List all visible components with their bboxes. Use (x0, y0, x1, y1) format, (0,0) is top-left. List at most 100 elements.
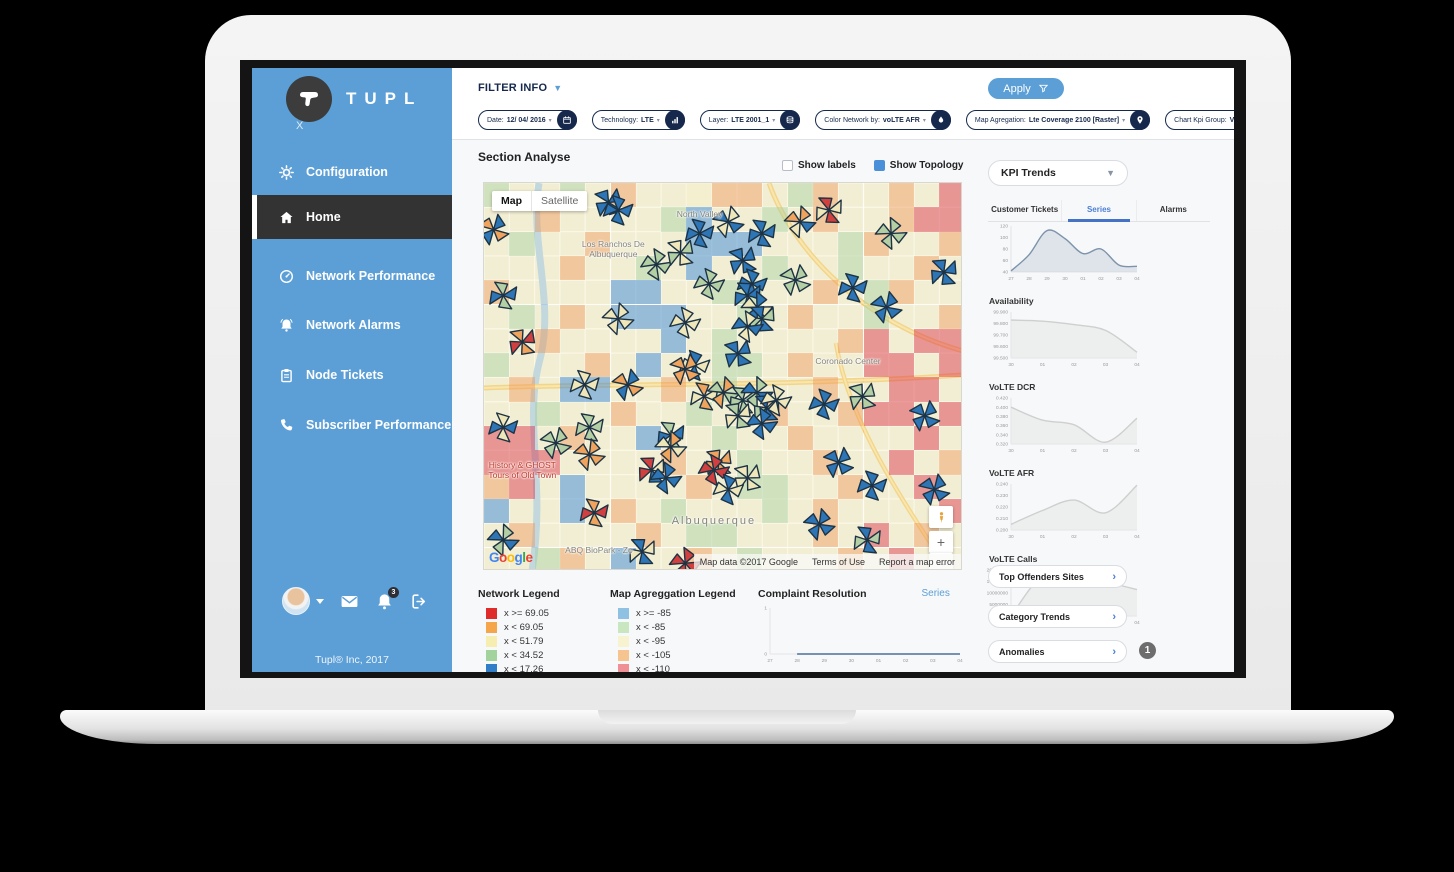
site-marker[interactable] (484, 521, 522, 559)
tab-series[interactable]: Series (1061, 200, 1135, 222)
sidebar-item-home[interactable]: Home (252, 195, 452, 239)
site-marker[interactable] (717, 333, 759, 375)
site-marker[interactable] (652, 428, 690, 466)
heatmap-cell (610, 498, 636, 524)
site-marker[interactable] (744, 406, 780, 442)
site-marker[interactable] (914, 469, 955, 510)
site-marker[interactable] (841, 375, 883, 417)
sidebar-collapse-x[interactable]: X (296, 120, 304, 132)
sign-out-icon[interactable] (410, 592, 429, 611)
sidebar-item-node-tickets[interactable]: Node Tickets (252, 361, 452, 389)
heatmap-cell (888, 377, 915, 402)
site-marker[interactable] (602, 194, 634, 226)
site-marker[interactable] (817, 441, 859, 483)
heatmap-cell (585, 255, 611, 281)
site-marker[interactable] (639, 247, 674, 282)
user-menu[interactable] (282, 587, 324, 615)
sidebar-item-configuration[interactable]: Configuration (252, 158, 452, 186)
site-marker[interactable] (648, 460, 684, 496)
svg-text:0.400: 0.400 (996, 405, 1008, 411)
complaint-series-link[interactable]: Series (921, 588, 950, 599)
site-marker[interactable] (924, 252, 962, 292)
drop-icon (930, 110, 951, 130)
accordion-anomalies[interactable]: Anomalies › (988, 640, 1127, 663)
site-marker[interactable] (669, 306, 702, 339)
site-marker[interactable] (760, 384, 793, 417)
site-marker[interactable] (660, 232, 701, 273)
site-marker[interactable] (535, 422, 576, 463)
sidebar-item-subscriber-performance[interactable]: Subscriber Performance (252, 411, 452, 439)
sidebar-item-network-performance[interactable]: Network Performance (252, 262, 452, 290)
heatmap-cell (559, 255, 586, 281)
site-marker[interactable] (487, 411, 520, 444)
mail-icon[interactable] (340, 592, 359, 611)
site-marker[interactable] (743, 215, 780, 252)
site-marker[interactable] (598, 299, 637, 338)
site-marker[interactable] (712, 473, 745, 506)
notifications-bell-icon[interactable]: 3 (375, 586, 399, 611)
google-map[interactable]: North Valley Los Ranchos De Albuquerque Co… (483, 182, 962, 570)
tab-alarms[interactable]: Alarms (1135, 200, 1210, 221)
site-marker[interactable] (810, 191, 849, 230)
site-marker[interactable] (730, 309, 765, 344)
site-marker[interactable] (722, 240, 764, 282)
heatmap-cell (939, 304, 961, 329)
filter-chip-chart-kpi-group[interactable]: Chart Kpi Group:Voice▾ (1165, 110, 1234, 130)
zoom-in-button[interactable]: + (929, 531, 953, 553)
site-marker[interactable] (708, 202, 749, 243)
site-marker[interactable] (607, 364, 648, 405)
heatmap-cell (585, 231, 611, 256)
site-marker[interactable] (577, 495, 612, 530)
site-marker[interactable] (848, 521, 885, 558)
site-marker[interactable] (781, 202, 820, 241)
site-marker[interactable] (664, 348, 706, 390)
pegman-streetview-button[interactable] (929, 506, 953, 528)
site-marker[interactable] (873, 215, 910, 252)
heatmap-cell (610, 255, 636, 281)
svg-text:01: 01 (1040, 448, 1046, 454)
site-marker[interactable] (808, 388, 840, 420)
tab-customer-tickets[interactable]: Customer Tickets (991, 205, 1059, 214)
avatar[interactable] (282, 587, 310, 615)
site-marker[interactable] (717, 395, 758, 436)
terms-of-use-link[interactable]: Terms of Use (811, 556, 865, 567)
filter-chip-date[interactable]: Date: 12/ 04/ 2016 ▾ (478, 110, 577, 130)
site-marker[interactable] (682, 216, 716, 250)
site-marker[interactable] (727, 457, 769, 499)
site-marker[interactable] (866, 287, 907, 328)
filter-chip-color-network-by[interactable]: Color Network by: voLTE AFR ▾ (815, 110, 951, 130)
site-marker[interactable] (856, 469, 889, 502)
satellite-button[interactable]: Satellite (531, 191, 588, 211)
site-marker[interactable] (697, 453, 731, 487)
sidebar-item-network-alarms[interactable]: Network Alarms (252, 311, 452, 339)
svg-text:99.700: 99.700 (993, 333, 1008, 339)
filter-chip-technology[interactable]: Technology: LTE ▾ (591, 110, 685, 130)
site-marker[interactable] (799, 504, 839, 544)
accordion-top-offenders-sites[interactable]: Top Offenders Sites › (988, 565, 1127, 588)
show-labels-checkbox[interactable]: Show labels (782, 160, 856, 171)
map-type-toggle: Map Satellite (492, 191, 588, 211)
site-marker[interactable] (693, 267, 726, 300)
site-marker[interactable] (704, 373, 744, 413)
map-button[interactable]: Map (492, 191, 531, 211)
filter-chip-layer[interactable]: Layer: LTE 2001_1 ▾ (699, 110, 801, 130)
site-marker[interactable] (836, 271, 870, 305)
heatmap-cell (610, 450, 636, 475)
accordion-category-trends[interactable]: Category Trends › (988, 605, 1127, 628)
filter-chip-map-agregation[interactable]: Map Agregation: Lte Coverage 2100 [Raster… (965, 110, 1151, 130)
show-topology-checkbox[interactable]: Show Topology (873, 160, 964, 171)
site-marker[interactable] (775, 259, 817, 301)
site-marker[interactable] (569, 435, 609, 475)
site-marker[interactable] (502, 321, 543, 362)
report-map-error-link[interactable]: Report a map error (878, 556, 955, 567)
site-marker[interactable] (904, 395, 946, 437)
site-marker[interactable] (485, 277, 521, 313)
apply-button[interactable]: Apply (988, 78, 1064, 99)
filter-info-toggle[interactable]: FILTER INFO ▼ (478, 82, 562, 94)
site-marker[interactable] (484, 209, 514, 251)
site-marker[interactable] (587, 183, 629, 224)
site-marker[interactable] (568, 368, 601, 401)
site-marker[interactable] (622, 532, 661, 570)
site-marker[interactable] (572, 410, 608, 446)
kpi-trends-dropdown[interactable]: KPI Trends ▼ (988, 160, 1128, 186)
